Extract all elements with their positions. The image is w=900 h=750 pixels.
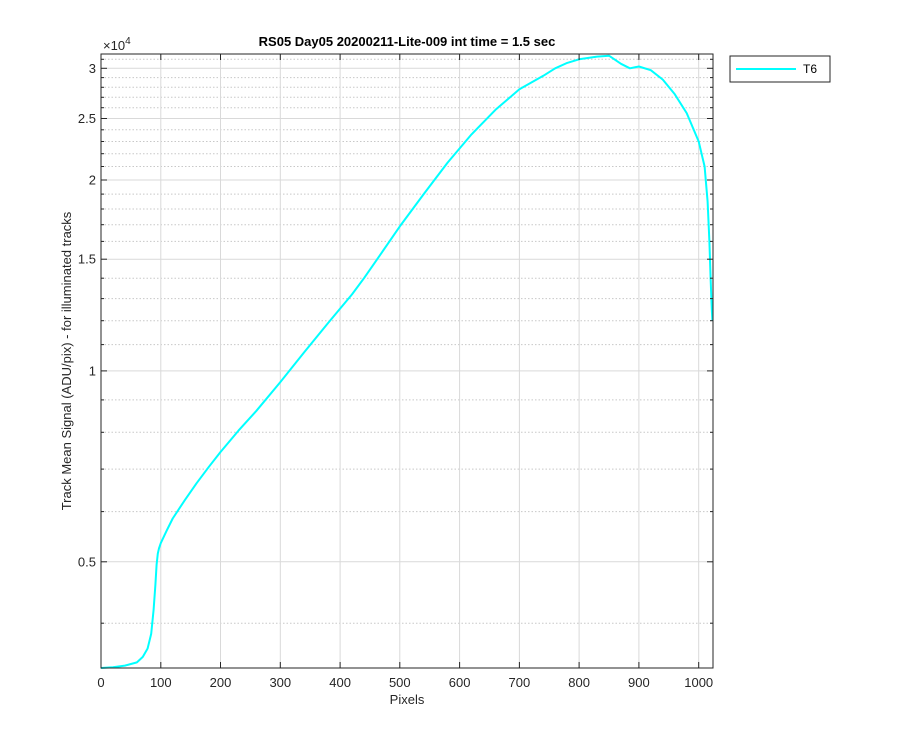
y-tick-label-4: 2.5: [78, 111, 96, 126]
x-tick-label-5: 500: [389, 675, 411, 690]
chart-title: RS05 Day05 20200211-Lite-009 int time = …: [259, 34, 556, 49]
y-exponent-label: ×104: [103, 36, 131, 53]
legend[interactable]: T6: [729, 55, 831, 83]
y-axis-label: Track Mean Signal (ADU/pix) - for illumi…: [59, 211, 74, 510]
x-tick-label-0: 0: [97, 675, 104, 690]
plot-frame: [100, 53, 714, 669]
x-tick-label-6: 600: [449, 675, 471, 690]
legend-entry-t6: T6: [803, 62, 817, 76]
y-tick-label-2: 1.5: [78, 252, 96, 267]
y-tick-labels: 0.5 1 1.5 2 2.5 3: [78, 61, 96, 569]
minor-grid: [101, 58, 713, 624]
x-tick-label-7: 700: [509, 675, 531, 690]
x-tick-label-1: 100: [150, 675, 172, 690]
x-tick-label-9: 900: [628, 675, 650, 690]
plot-background: [101, 54, 713, 668]
y-exponent-power: 4: [125, 36, 131, 47]
y-tick-label-5: 3: [89, 61, 96, 76]
axis-ticks: [100, 54, 713, 668]
y-tick-label-0: 0.5: [78, 554, 96, 569]
x-tick-labels: 0 100 200 300 400 500 600 700 800 900 1000: [97, 675, 713, 690]
x-tick-label-3: 300: [269, 675, 291, 690]
y-tick-label-3: 2: [89, 173, 96, 188]
series-line-t6: [100, 54, 714, 669]
x-tick-label-8: 800: [568, 675, 590, 690]
y-tick-label-1: 1: [89, 363, 96, 378]
x-tick-label-4: 400: [329, 675, 351, 690]
x-tick-label-2: 200: [210, 675, 232, 690]
x-axis-label: Pixels: [390, 692, 425, 707]
x-tick-label-10: 1000: [684, 675, 713, 690]
series-layer: [100, 54, 714, 669]
major-grid: [100, 54, 713, 668]
